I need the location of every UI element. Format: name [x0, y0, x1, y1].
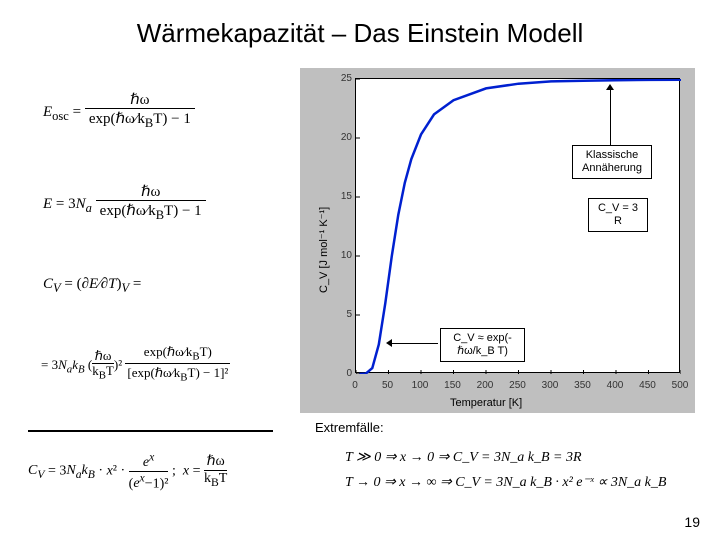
y-tick: 10 [330, 250, 352, 261]
eq-cvdef: CV = (∂E⁄∂T)V = [28, 260, 273, 313]
x-axis-label: Temperatur [K] [450, 397, 522, 409]
arrowhead-klassisch [606, 84, 614, 90]
eq-eosc: Eosc = ℏωexp(ℏω⁄kBT) − 1 [28, 75, 273, 149]
x-tick: 500 [672, 380, 689, 391]
x-tick: 300 [542, 380, 559, 391]
divider [28, 430, 273, 432]
extrem-high-t: T ≫ 0 ⇒ x → 0 ⇒ C_V = 3N_a k_B = 3R [345, 445, 666, 470]
arrow-exp [390, 343, 438, 344]
extremfaelle-label: Extremfälle: [315, 420, 384, 435]
x-tick: 200 [477, 380, 494, 391]
y-axis-label: C_V [J mol⁻¹ K⁻¹] [317, 207, 330, 293]
x-tick: 400 [607, 380, 624, 391]
equation-column: Eosc = ℏωexp(ℏω⁄kBT) − 1 E = 3Na ℏωexp(ℏ… [28, 75, 273, 419]
x-tick: 350 [574, 380, 591, 391]
annotation-cvexp: C_V ≈ exp(-ℏω/k_B T) [440, 328, 525, 362]
extremfaelle-equations: T ≫ 0 ⇒ x → 0 ⇒ C_V = 3N_a k_B = 3R T → … [345, 445, 666, 495]
arrow-klassisch [610, 88, 611, 145]
eq-bottom: CV = 3NakB · x² · ex(ex−1)² ; x = ℏωkBT [28, 450, 227, 492]
x-tick: 150 [444, 380, 461, 391]
slide-title: Wärmekapazität – Das Einstein Modell [0, 18, 720, 49]
annotation-cv3r: C_V = 3 R [588, 198, 648, 232]
x-tick: 100 [412, 380, 429, 391]
annotation-klassisch: Klassische Annäherung [572, 145, 652, 179]
eq-etotal: E = 3Na ℏωexp(ℏω⁄kBT) − 1 [28, 167, 273, 241]
y-tick: 0 [330, 368, 352, 379]
y-tick: 5 [330, 309, 352, 320]
page-number: 19 [684, 514, 700, 530]
x-tick: 0 [352, 380, 358, 391]
arrowhead-exp [386, 339, 392, 347]
y-tick: 25 [330, 73, 352, 84]
y-tick: 20 [330, 132, 352, 143]
x-tick: 450 [639, 380, 656, 391]
y-tick: 15 [330, 191, 352, 202]
x-tick: 50 [382, 380, 393, 391]
eq-cvfull: = 3NakB (ℏωkBT)² exp(ℏω⁄kBT)[exp(ℏω⁄kBT)… [28, 330, 273, 401]
chart-panel: 0 5 10 15 20 25 0 50 100 150 200 250 300 350 400 450 50… [300, 68, 695, 413]
extrem-low-t: T → 0 ⇒ x → ∞ ⇒ C_V = 3N_a k_B · x² e⁻ˣ … [345, 470, 666, 495]
x-tick: 250 [509, 380, 526, 391]
